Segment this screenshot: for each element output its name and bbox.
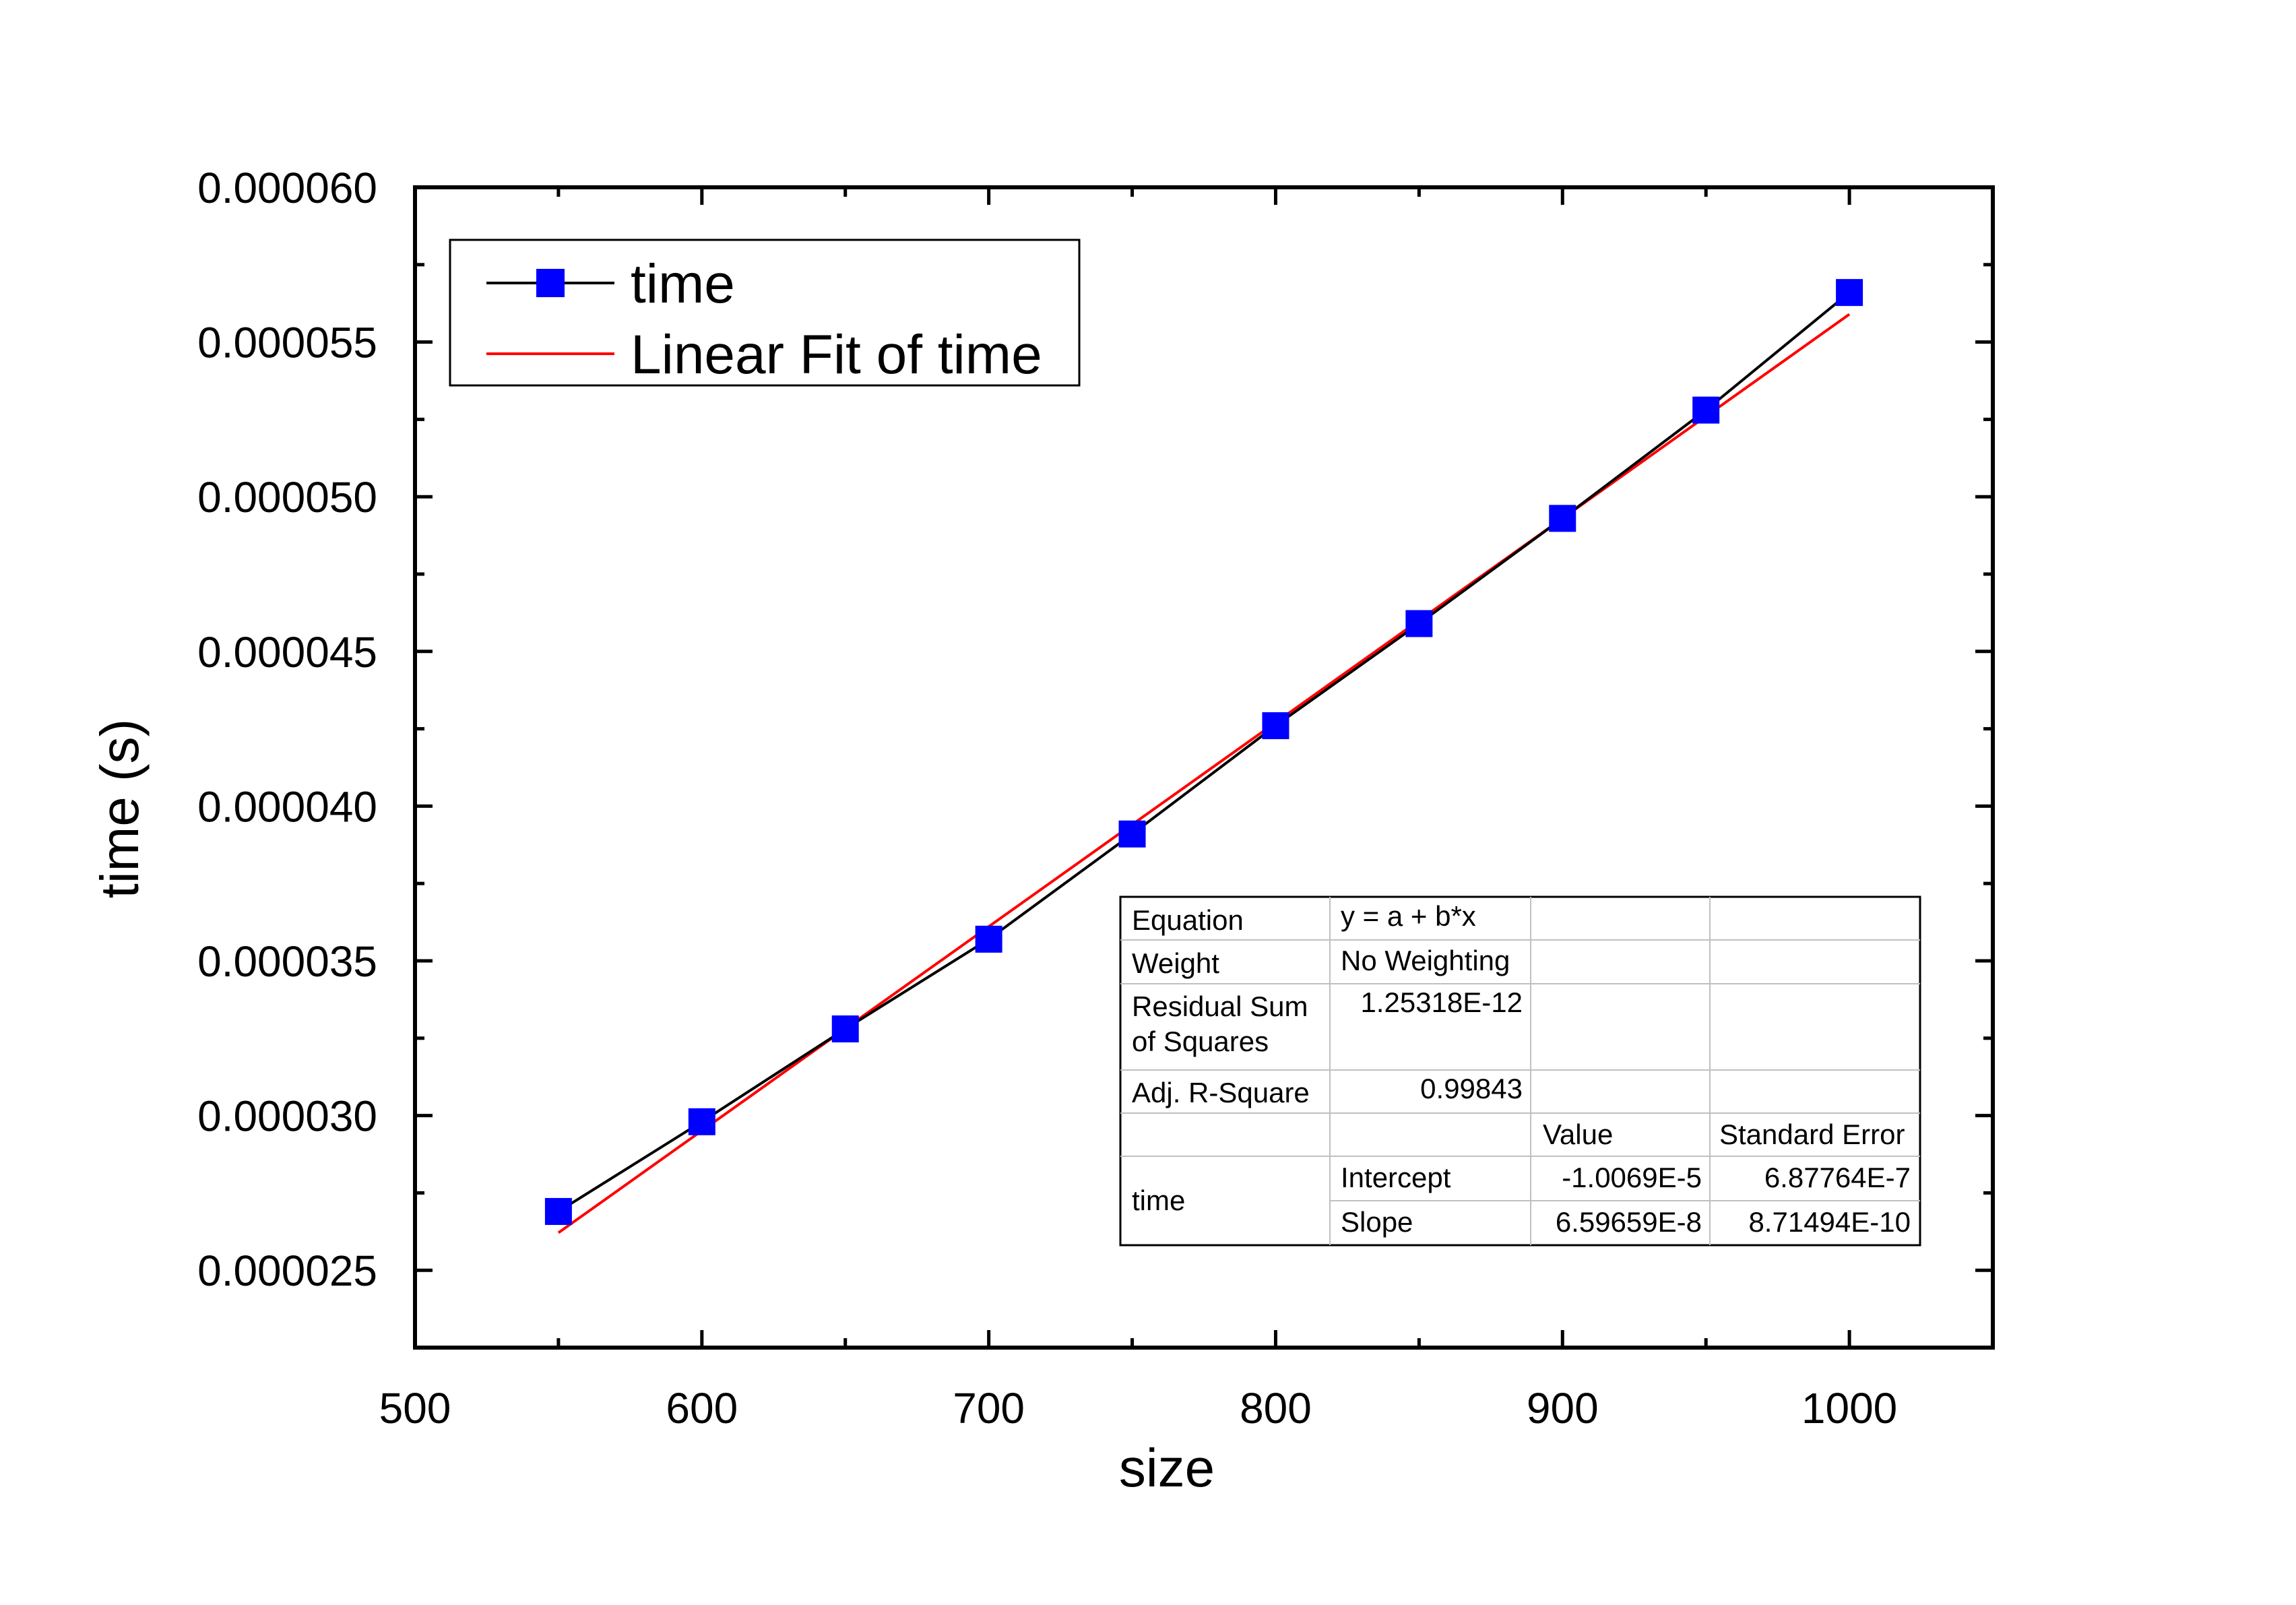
- table-frame: [1119, 895, 1921, 1247]
- legend: time Linear Fit of time: [449, 239, 1081, 387]
- table-cell: 6.59659E-8: [1556, 1206, 1702, 1238]
- axis-ticks: [413, 185, 1995, 1350]
- table-cell: Equation: [1132, 904, 1244, 936]
- table-cell: Adj. R-Square: [1132, 1077, 1310, 1108]
- x-tick-label: 500: [379, 1384, 451, 1433]
- data-point: [544, 1197, 572, 1225]
- legend-label-time: time: [631, 253, 735, 315]
- y-tick-labels: 0.000025 0.000030 0.000035 0.000040 0.000045…: [197, 164, 377, 1295]
- x-tick-label: 600: [666, 1384, 738, 1433]
- table-cell: Value: [1543, 1119, 1613, 1150]
- x-tick-label: 700: [953, 1384, 1025, 1433]
- legend-label-fit: Linear Fit of time: [631, 324, 1042, 385]
- data-point: [975, 925, 1002, 953]
- y-tick-label: 0.000050: [197, 473, 377, 522]
- data-markers: [544, 279, 1863, 1225]
- data-point: [1118, 820, 1146, 848]
- legend-marker-time: [536, 269, 565, 297]
- data-point: [1692, 396, 1720, 424]
- table-cell: y = a + b*x: [1341, 900, 1476, 932]
- table-cell: Weight: [1132, 947, 1219, 979]
- data-line: [557, 291, 1851, 1213]
- data-point: [831, 1015, 859, 1043]
- x-tick-labels: 500 600 700 800 900 1000: [379, 1384, 1898, 1433]
- data-point: [1262, 712, 1289, 740]
- data-point: [1836, 279, 1863, 307]
- table-cell: time: [1132, 1185, 1185, 1216]
- x-tick-label: 900: [1527, 1384, 1599, 1433]
- fit-results-table: Equation y = a + b*x Weight No Weighting Res…: [1119, 895, 1921, 1247]
- table-cell: -1.0069E-5: [1562, 1162, 1702, 1193]
- table-cell: Slope: [1341, 1206, 1413, 1238]
- table-cell: Residual Sum: [1132, 990, 1308, 1022]
- y-tick-label: 0.000045: [197, 628, 377, 676]
- legend-box: [449, 239, 1081, 387]
- table-cell: 8.71494E-10: [1748, 1206, 1911, 1238]
- x-axis-title: size: [1119, 1438, 1215, 1498]
- table-cell: 6.87764E-7: [1764, 1162, 1911, 1193]
- table-cell: Intercept: [1341, 1162, 1451, 1193]
- fit-line: [557, 313, 1851, 1234]
- table-cell: 1.25318E-12: [1360, 986, 1523, 1018]
- y-tick-label: 0.000055: [197, 319, 377, 367]
- data-point: [1549, 505, 1576, 532]
- y-tick-label: 0.000025: [197, 1247, 377, 1295]
- data-point: [688, 1108, 715, 1135]
- y-tick-label: 0.000040: [197, 782, 377, 831]
- x-tick-label: 800: [1240, 1384, 1312, 1433]
- y-tick-label: 0.000060: [197, 164, 377, 212]
- table-cell: No Weighting: [1341, 945, 1510, 976]
- plot-frame: [413, 185, 1995, 1350]
- y-tick-label: 0.000035: [197, 937, 377, 986]
- table-cell: Standard Error: [1719, 1119, 1905, 1150]
- x-tick-label: 1000: [1801, 1384, 1897, 1433]
- table-cell: 0.99843: [1420, 1073, 1523, 1104]
- table-cell: of Squares: [1132, 1026, 1269, 1057]
- data-point: [1405, 610, 1433, 637]
- y-axis-title: time (s): [90, 719, 150, 899]
- y-tick-label: 0.000030: [197, 1092, 377, 1141]
